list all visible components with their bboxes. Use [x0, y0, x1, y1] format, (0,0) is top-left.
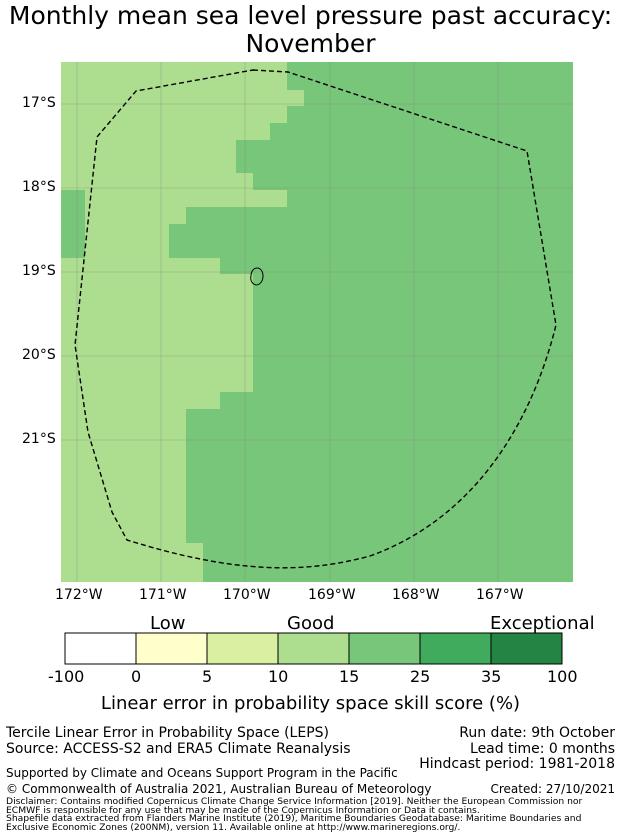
- colorbar-category-good: Good: [287, 613, 335, 634]
- colorbar: [64, 632, 563, 665]
- colorbar-tick-minus100: -100: [48, 667, 85, 686]
- created-date: Created: 27/10/2021: [490, 782, 615, 796]
- colorbar-bin-0: [64, 632, 137, 665]
- colorbar-bin-1: [135, 632, 208, 665]
- lon-label-172w: 172°W: [55, 587, 103, 603]
- disclaimer-line-1: Disclaimer: Contains modified Copernicus…: [6, 796, 583, 807]
- colorbar-bin-3: [277, 632, 350, 665]
- title-line-2: November: [245, 29, 376, 58]
- colorbar-tick-10: 10: [268, 667, 289, 686]
- graticule: [61, 62, 573, 582]
- copyright-label: © Commonwealth of Australia 2021, Austra…: [6, 782, 432, 796]
- island-outline: [250, 267, 264, 286]
- colorbar-tick-100: 100: [547, 667, 578, 686]
- colorbar-category-exceptional: Exceptional: [490, 613, 595, 634]
- colorbar-tick-15: 15: [339, 667, 360, 686]
- lat-label-17s: 17°S: [22, 95, 56, 111]
- lat-label-20s: 20°S: [22, 347, 56, 363]
- hindcast-period: Hindcast period: 1981-2018: [419, 756, 615, 772]
- colorbar-tick-25: 25: [410, 667, 431, 686]
- lat-label-18s: 18°S: [22, 179, 56, 195]
- support-label: Supported by Climate and Oceans Support …: [6, 766, 398, 780]
- run-date: Run date: 9th October: [459, 725, 615, 741]
- colorbar-tick-35: 35: [481, 667, 502, 686]
- colorbar-title: Linear error in probability space skill …: [100, 693, 521, 714]
- lat-label-19s: 19°S: [22, 263, 56, 279]
- lon-label-170w: 170°W: [223, 587, 271, 603]
- lead-time: Lead time: 0 months: [470, 741, 615, 757]
- lon-label-167w: 167°W: [476, 587, 524, 603]
- lon-label-169w: 169°W: [308, 587, 356, 603]
- source-label: Source: ACCESS-S2 and ERA5 Climate Reana…: [6, 741, 351, 757]
- colorbar-bin-6: [490, 632, 563, 665]
- colorbar-tick-0: 0: [131, 667, 142, 686]
- shapefile-line-2: Exclusive Economic Zones (200NM), versio…: [6, 822, 461, 833]
- eez-boundary: [74, 69, 557, 569]
- colorbar-category-low: Low: [150, 613, 186, 634]
- colorbar-tick-5: 5: [202, 667, 213, 686]
- lat-label-21s: 21°S: [22, 431, 56, 447]
- shapefile-line-1: Shapefile data extracted from Flanders M…: [6, 813, 582, 824]
- colorbar-bin-5: [419, 632, 492, 665]
- lon-label-171w: 171°W: [139, 587, 187, 603]
- skill-region-10-15: [61, 62, 304, 582]
- title-line-1: Monthly mean sea level pressure past acc…: [8, 1, 613, 30]
- disclaimer-line-2: ECMWF is responsible for any use that ma…: [6, 805, 480, 816]
- method-label: Tercile Linear Error in Probability Spac…: [6, 725, 329, 741]
- lon-label-168w: 168°W: [392, 587, 440, 603]
- colorbar-bin-4: [348, 632, 421, 665]
- chart-title: Monthly mean sea level pressure past acc…: [0, 2, 621, 58]
- colorbar-bin-2: [206, 632, 279, 665]
